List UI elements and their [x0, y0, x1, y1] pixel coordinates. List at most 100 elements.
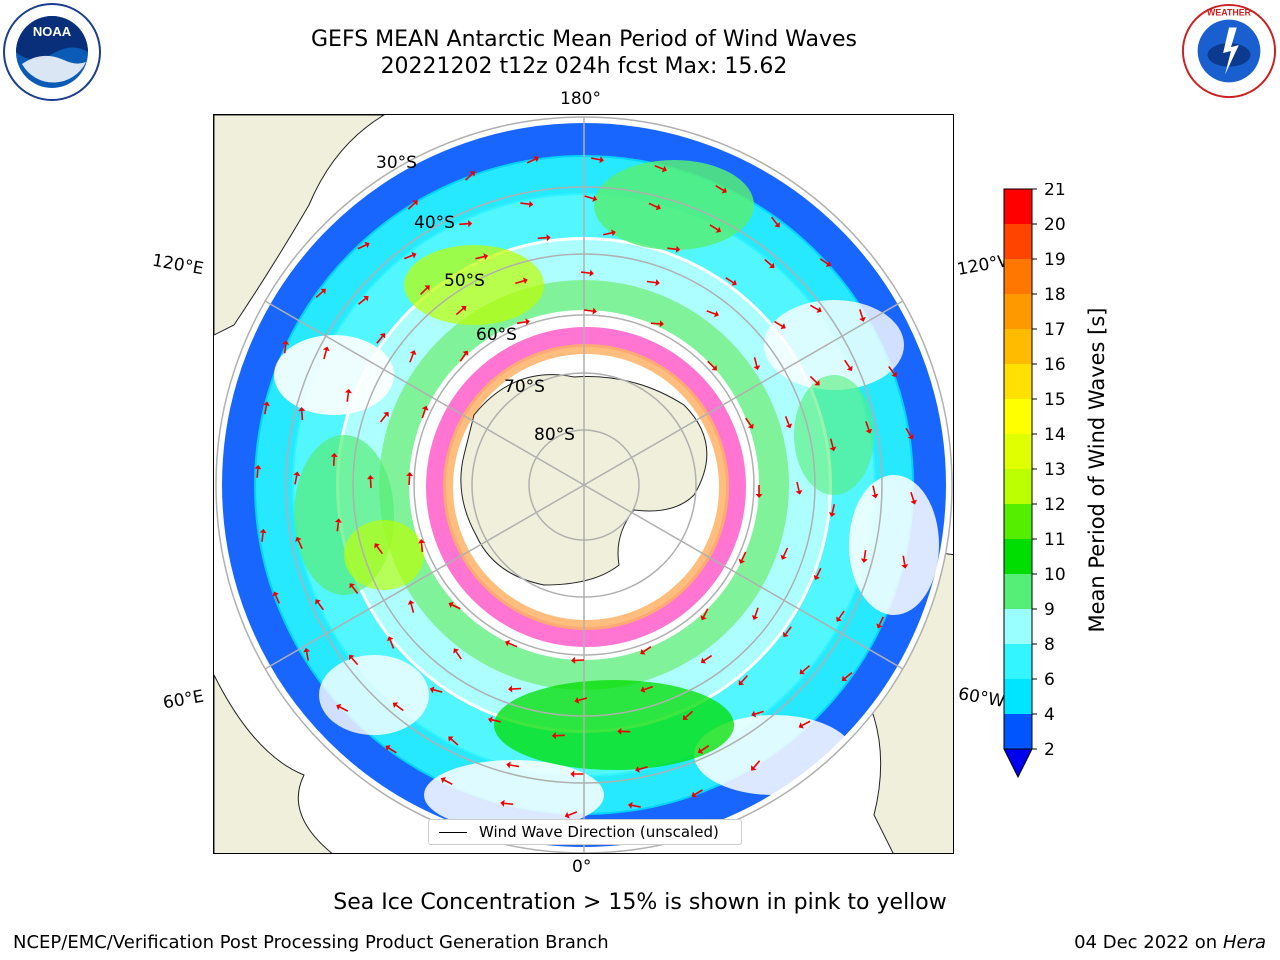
wave-direction-arrow [646, 280, 656, 284]
wave-direction-arrow [809, 304, 819, 311]
wave-direction-arrow [578, 697, 588, 702]
map-legend: Wind Wave Direction (unscaled) [428, 819, 742, 845]
wave-direction-arrowhead [448, 736, 454, 742]
wave-direction-arrowhead [374, 543, 380, 549]
colorbar-segment [1004, 259, 1032, 294]
colorbar-segment [1004, 224, 1032, 259]
wave-direction-arrow [369, 478, 372, 489]
wave-direction-arrowhead [462, 350, 469, 356]
colorbar-segment [1004, 294, 1032, 329]
legend-line-sample [439, 832, 467, 833]
wave-direction-arrowhead [829, 446, 837, 452]
wave-direction-arrowhead [379, 333, 386, 339]
wave-direction-arrow [455, 308, 464, 316]
wave-direction-arrow [443, 779, 453, 786]
wave-direction-arrowhead [533, 155, 539, 163]
wave-direction-arrowhead [828, 512, 836, 517]
colorbar-tick-label: 2 [1044, 740, 1055, 760]
wave-direction-arrow [379, 414, 387, 423]
wave-direction-arrowhead [259, 528, 267, 534]
colorbar-segment [1004, 714, 1032, 749]
colorbar-tick-label: 12 [1044, 495, 1066, 515]
wave-direction-arrowhead [700, 615, 707, 621]
wave-direction-arrowhead [574, 697, 580, 704]
wave-direction-arrow [512, 687, 522, 690]
wave-direction-arrowhead [755, 493, 763, 498]
wave-direction-arrow [745, 417, 752, 426]
wave-direction-arrow [654, 165, 664, 170]
colorbar-segment [1004, 679, 1032, 714]
wave-direction-arrowhead [659, 320, 664, 328]
wave-direction-arrow [339, 706, 349, 712]
wave-direction-arrow [305, 651, 309, 661]
wave-direction-arrowhead [715, 226, 722, 233]
wave-direction-arrow [491, 719, 501, 723]
wave-direction-arrowhead [825, 261, 832, 267]
wave-direction-arrowhead [424, 285, 430, 291]
wave-direction-arrow [648, 202, 658, 208]
wave-direction-arrow [706, 310, 716, 315]
wave-direction-arrow [584, 195, 594, 200]
wave-direction-arrowhead [505, 639, 511, 647]
wave-direction-arrowhead [315, 599, 321, 605]
wave-direction-arrowhead [795, 489, 803, 495]
wave-direction-arrowhead [483, 253, 489, 260]
wave-direction-arrowhead [412, 200, 418, 206]
wave-direction-arrowhead [295, 536, 302, 542]
wave-direction-arrowhead [901, 564, 909, 569]
wave-direction-arrowhead [392, 702, 399, 708]
wave-direction-arrowhead [460, 305, 467, 312]
colorbar-segment [1004, 539, 1032, 574]
wave-direction-arrow [351, 585, 359, 595]
wave-direction-arrow [888, 366, 895, 375]
wave-direction-arrowhead [349, 583, 355, 589]
wave-direction-arrow [667, 247, 677, 251]
wave-direction-arrowhead [282, 340, 290, 345]
wave-direction-arrow [754, 607, 759, 617]
credit-date: 04 Dec 2022 on [1074, 932, 1218, 953]
wave-direction-arrowhead [780, 554, 787, 560]
wave-direction-arrowhead [344, 388, 352, 394]
wave-direction-arrow [784, 416, 790, 425]
wave-direction-arrow [526, 158, 536, 164]
wave-direction-arrow [357, 297, 366, 305]
wave-direction-arrow [859, 309, 864, 319]
wave-direction-arrowhead [383, 411, 389, 418]
wave-direction-arrow [404, 254, 413, 260]
wave-direction-arrowhead [453, 648, 460, 654]
wave-direction-arrowhead [589, 269, 594, 277]
wave-direction-arrowhead [546, 234, 551, 242]
wave-direction-arrow [520, 202, 530, 205]
wave-direction-arrow [725, 277, 734, 284]
wave-direction-arrowhead [769, 262, 775, 269]
chart-subtitle: 20221202 t12z 024h fcst Max: 15.62 [380, 54, 788, 79]
legend-label: Wind Wave Direction (unscaled) [479, 823, 719, 841]
wave-direction-arrow [283, 344, 287, 354]
colorbar-tick-label: 10 [1044, 565, 1066, 585]
wave-direction-arrow [754, 710, 764, 715]
wave-direction-arrowhead [599, 156, 604, 164]
wave-direction-arrow [583, 309, 594, 312]
wave-direction-arrowhead [640, 686, 646, 693]
wave-direction-arrowhead [753, 365, 761, 370]
colorbar-tick-label: 6 [1044, 670, 1055, 690]
wave-direction-arrowhead [700, 657, 707, 664]
wave-direction-arrowhead [469, 171, 476, 177]
credit-right: 04 Dec 2022 on Hera [1074, 932, 1266, 953]
wave-direction-arrow [844, 671, 853, 679]
wave-direction-arrow [801, 720, 811, 727]
wave-direction-arrowhead [711, 365, 717, 371]
svg-text:NOAA: NOAA [33, 24, 72, 39]
sea-ice-footnote: Sea Ice Concentration > 15% is shown in … [333, 890, 947, 915]
wave-direction-arrowhead [429, 686, 435, 694]
wave-direction-arrowhead [592, 307, 597, 315]
wave-direction-arrow [638, 766, 648, 771]
colorbar-tick-label: 15 [1044, 390, 1066, 410]
wave-direction-arrowhead [859, 316, 866, 322]
wave-direction-arrowhead [571, 656, 576, 664]
colorbar-segment [1004, 609, 1032, 644]
lat-label-70s: 70°S [504, 377, 545, 397]
wave-direction-arrow [395, 704, 404, 712]
wave-direction-arrow [294, 475, 298, 485]
wave-direction-arrow [741, 551, 747, 561]
